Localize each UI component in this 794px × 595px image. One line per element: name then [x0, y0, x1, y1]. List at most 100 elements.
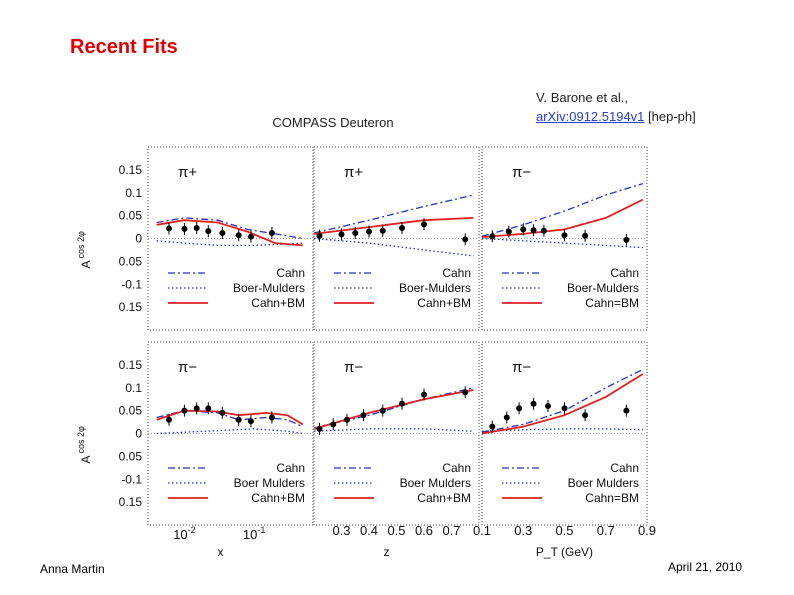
reference: V. Barone et al., arXiv:0912.5194v1 [hep…: [536, 88, 696, 126]
boer-mulders-curve: [481, 237, 643, 249]
boer-mulders-curve: [156, 428, 303, 435]
data-point: [530, 227, 537, 234]
y-tick-label: 0.15: [119, 358, 143, 372]
x-tick-label: 0.1: [473, 523, 491, 538]
x-tick-label: 0.7: [597, 523, 615, 538]
cahn-curve: [313, 387, 474, 429]
data-point: [247, 233, 254, 240]
data-point: [247, 418, 254, 425]
data-point: [316, 425, 323, 432]
data-point: [561, 232, 568, 239]
data-point: [205, 405, 212, 412]
cahn-bm-curve: [313, 217, 474, 235]
y-tick-label: 0.1: [125, 381, 142, 395]
data-point: [181, 225, 188, 232]
x-axis-label: x: [218, 545, 224, 559]
compass-deuteron-figure: COMPASS Deuteron 0.15 0.1 0.05 0 0.05 -0.1 0.1…: [76, 115, 656, 559]
boer-mulders-curve: [313, 428, 474, 432]
footer-date: April 21, 2010: [668, 560, 743, 574]
x-tick-label: 0.6: [415, 523, 433, 538]
legend-label: Boer Mulders: [568, 476, 639, 490]
data-point: [330, 421, 337, 428]
legend-label: Cahn: [276, 461, 305, 475]
data-point: [582, 412, 589, 419]
data-point: [268, 230, 275, 237]
data-point: [561, 405, 568, 412]
x-tick-label: 0.5: [555, 523, 573, 538]
data-point: [360, 412, 367, 419]
y-axis-label-sup: cos 2φ: [76, 231, 86, 259]
data-point: [489, 233, 496, 240]
y-axis-label: A: [79, 455, 93, 463]
cahn-curve: [313, 194, 474, 234]
reference-citation: arXiv:0912.5194v1 [hep-ph]: [536, 107, 696, 126]
y-tick-label: 0.05: [119, 404, 143, 418]
data-point: [462, 389, 469, 396]
legend-label: Cahn=BM: [585, 491, 639, 505]
y-axis-label-sup: cos 2φ: [76, 426, 86, 454]
x-tick-label: 0.5: [387, 523, 405, 538]
data-point: [165, 225, 172, 232]
data-point: [205, 228, 212, 235]
x-tick-label: 10-2: [173, 525, 195, 542]
boer-mulders-curve: [481, 428, 643, 432]
data-point: [489, 423, 496, 430]
data-point: [165, 416, 172, 423]
data-point: [399, 400, 405, 407]
data-point: [421, 391, 427, 398]
data-point: [352, 230, 359, 237]
legend-label: Cahn+BM: [417, 491, 471, 505]
reference-suffix: [hep-ph]: [644, 109, 696, 124]
legend-label: Boer Mulders: [400, 476, 471, 490]
x-tick-label: 0.4: [360, 523, 378, 538]
data-point: [338, 231, 345, 238]
x-axis-label: z: [384, 545, 390, 559]
legend-label: Cahn: [442, 461, 471, 475]
panel-label: π+: [178, 164, 197, 181]
panel-label: π−: [178, 359, 197, 376]
data-point: [219, 409, 226, 416]
panel-label: π−: [512, 164, 531, 181]
legend-label: Cahn=BM: [585, 296, 639, 310]
arxiv-link[interactable]: arXiv:0912.5194v1: [536, 109, 645, 124]
data-point: [421, 221, 427, 228]
legend-label: Cahn+BM: [417, 296, 471, 310]
data-point: [235, 416, 242, 423]
data-point: [366, 228, 372, 235]
data-point: [379, 407, 386, 414]
legend-label: Cahn+BM: [251, 296, 305, 310]
legend-label: Cahn: [610, 461, 639, 475]
cahn-bm-curve: [313, 389, 474, 430]
data-point: [316, 232, 323, 239]
reference-authors: V. Barone et al.,: [536, 90, 629, 105]
data-point: [505, 228, 512, 235]
slide-title: Recent Fits: [70, 36, 178, 58]
data-point: [516, 405, 523, 412]
data-point: [540, 227, 547, 234]
legend-label: Cahn: [276, 266, 305, 280]
boer-mulders-curve: [313, 237, 474, 257]
panel-label: π−: [344, 359, 363, 376]
data-point: [235, 232, 242, 239]
y-tick-label: 0.15: [119, 495, 143, 509]
data-point: [344, 416, 350, 423]
y-tick-label: 0.05: [119, 254, 143, 268]
data-point: [503, 414, 510, 421]
cahn-bm-curve: [481, 373, 644, 435]
data-point: [520, 226, 527, 233]
chart-title: COMPASS Deuteron: [272, 115, 393, 130]
footer-author: Anna Martin: [40, 562, 105, 576]
data-point: [545, 403, 551, 410]
cahn-bm-curve: [156, 219, 303, 247]
cahn-curve: [481, 368, 644, 433]
x-tick-label: 0.7: [442, 523, 460, 538]
y-tick-label: 0.15: [119, 163, 143, 177]
y-tick-label: 0: [135, 232, 142, 246]
data-point: [530, 400, 537, 407]
y-tick-label: 0.15: [119, 300, 143, 314]
y-tick-label: -0.1: [121, 472, 142, 486]
